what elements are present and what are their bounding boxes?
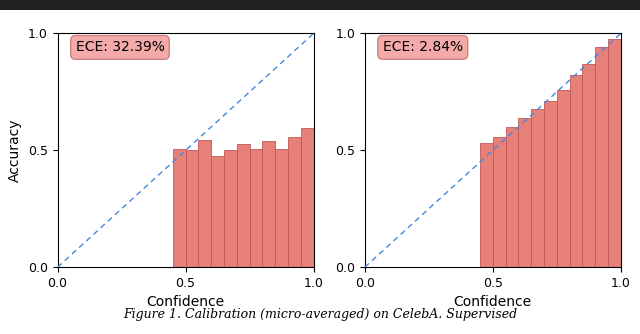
Y-axis label: Accuracy: Accuracy	[8, 119, 22, 182]
Bar	[608, 39, 621, 267]
Bar	[582, 64, 595, 267]
Bar	[198, 140, 211, 267]
Text: ECE: 32.39%: ECE: 32.39%	[76, 40, 164, 54]
Bar	[275, 149, 288, 267]
Bar	[518, 118, 531, 267]
Text: ECE: 2.84%: ECE: 2.84%	[383, 40, 463, 54]
Bar	[595, 47, 608, 267]
Bar	[557, 90, 570, 267]
Bar	[224, 150, 237, 267]
Bar	[288, 138, 301, 267]
Bar	[262, 141, 275, 267]
X-axis label: Confidence: Confidence	[454, 296, 532, 310]
Bar	[173, 149, 186, 267]
Bar	[480, 143, 493, 267]
Bar	[211, 156, 224, 267]
Bar	[544, 101, 557, 267]
Bar	[531, 110, 544, 267]
X-axis label: Confidence: Confidence	[147, 296, 225, 310]
Bar	[301, 128, 314, 267]
Bar	[250, 149, 262, 267]
Bar	[186, 150, 198, 267]
Bar	[570, 75, 582, 267]
Text: Figure 1. Calibration (micro-averaged) on CelebA. Supervised: Figure 1. Calibration (micro-averaged) o…	[123, 308, 517, 321]
Bar	[493, 137, 506, 267]
Bar	[237, 145, 250, 267]
Bar	[506, 127, 518, 267]
